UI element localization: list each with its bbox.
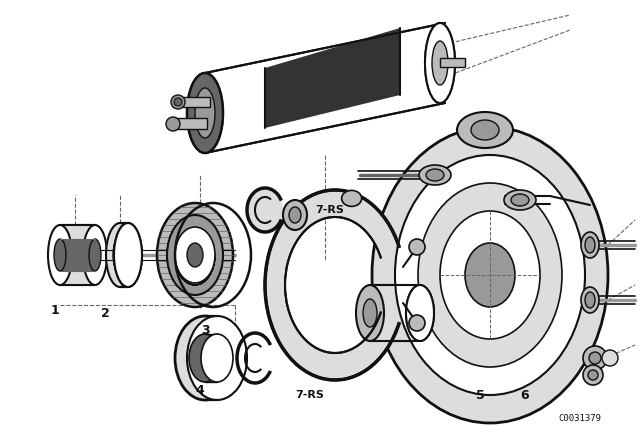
Ellipse shape: [187, 73, 223, 153]
Ellipse shape: [406, 285, 434, 341]
Ellipse shape: [174, 98, 182, 106]
Ellipse shape: [175, 227, 215, 283]
Ellipse shape: [113, 237, 127, 273]
Ellipse shape: [426, 169, 444, 181]
Ellipse shape: [114, 223, 142, 287]
Ellipse shape: [504, 190, 536, 210]
Ellipse shape: [167, 215, 223, 295]
Ellipse shape: [201, 334, 233, 382]
Ellipse shape: [419, 165, 451, 185]
Ellipse shape: [372, 127, 608, 423]
Ellipse shape: [432, 41, 448, 85]
Ellipse shape: [171, 95, 185, 109]
Polygon shape: [120, 223, 128, 287]
Ellipse shape: [602, 350, 618, 366]
Text: 1: 1: [51, 303, 60, 316]
Ellipse shape: [83, 225, 107, 285]
Ellipse shape: [195, 88, 215, 138]
Ellipse shape: [157, 203, 233, 307]
Ellipse shape: [89, 239, 101, 271]
Ellipse shape: [409, 315, 425, 331]
Ellipse shape: [406, 285, 434, 341]
Text: 3: 3: [201, 323, 209, 336]
Bar: [175, 118, 207, 129]
Ellipse shape: [409, 239, 425, 255]
Polygon shape: [60, 225, 95, 285]
Ellipse shape: [581, 232, 599, 258]
Ellipse shape: [247, 188, 283, 232]
Ellipse shape: [585, 237, 595, 253]
Ellipse shape: [465, 243, 515, 307]
Ellipse shape: [440, 211, 540, 339]
Polygon shape: [205, 334, 217, 382]
Ellipse shape: [175, 316, 235, 400]
Polygon shape: [370, 285, 420, 341]
Polygon shape: [265, 190, 396, 380]
Ellipse shape: [342, 190, 362, 207]
Ellipse shape: [471, 120, 499, 140]
Ellipse shape: [581, 287, 599, 313]
Ellipse shape: [114, 223, 142, 287]
Text: 7-RS: 7-RS: [316, 205, 344, 215]
Ellipse shape: [395, 155, 585, 395]
Text: 6: 6: [521, 388, 529, 401]
Text: 5: 5: [476, 388, 484, 401]
Ellipse shape: [187, 316, 247, 400]
Ellipse shape: [363, 299, 377, 327]
Ellipse shape: [283, 200, 307, 230]
Polygon shape: [60, 239, 95, 271]
Ellipse shape: [418, 183, 562, 367]
Ellipse shape: [425, 23, 455, 103]
Ellipse shape: [187, 73, 223, 153]
Text: 4: 4: [196, 383, 204, 396]
Ellipse shape: [289, 207, 301, 223]
Ellipse shape: [583, 346, 607, 370]
Polygon shape: [205, 316, 217, 400]
Ellipse shape: [54, 239, 66, 271]
Ellipse shape: [588, 370, 598, 380]
Ellipse shape: [589, 352, 601, 364]
Ellipse shape: [356, 285, 384, 341]
Ellipse shape: [187, 243, 203, 267]
Bar: [180, 97, 210, 107]
Polygon shape: [265, 28, 400, 128]
Ellipse shape: [166, 117, 180, 131]
Ellipse shape: [48, 225, 72, 285]
Text: 2: 2: [100, 306, 109, 319]
Ellipse shape: [425, 23, 455, 103]
Text: 7-RS: 7-RS: [296, 390, 324, 400]
Ellipse shape: [583, 365, 603, 385]
Text: C0031379: C0031379: [559, 414, 602, 422]
Ellipse shape: [511, 194, 529, 206]
Ellipse shape: [189, 334, 221, 382]
Polygon shape: [205, 23, 445, 153]
Ellipse shape: [106, 223, 134, 287]
Ellipse shape: [585, 292, 595, 308]
Bar: [440, 58, 465, 67]
Ellipse shape: [457, 112, 513, 148]
